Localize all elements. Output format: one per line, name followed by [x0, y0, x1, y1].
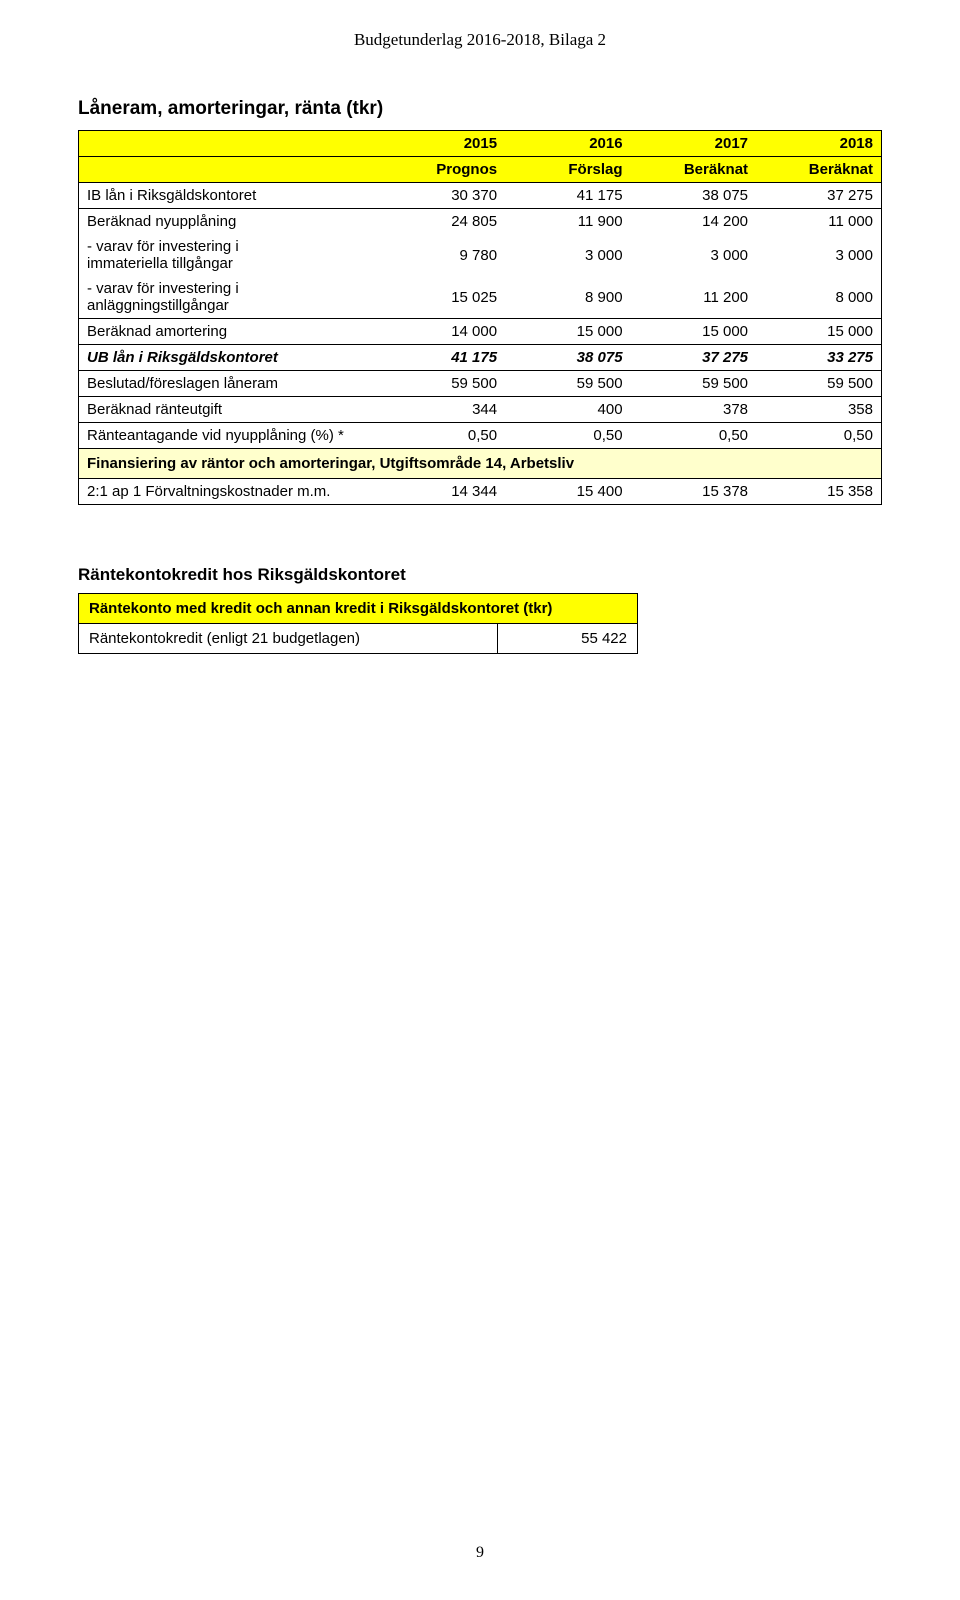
year-col: 2016: [505, 131, 630, 157]
row-val: 0,50: [756, 423, 881, 449]
row-val: 14 200: [631, 209, 756, 235]
row-val: 15 000: [756, 319, 881, 345]
table-row: Beslutad/föreslagen låneram 59 500 59 50…: [79, 371, 882, 397]
small-header-cell: Räntekonto med kredit och annan kredit i…: [79, 594, 638, 624]
main-table: 2015 2016 2017 2018 Prognos Förslag Berä…: [78, 130, 882, 505]
row-label: UB lån i Riksgäldskontoret: [79, 345, 380, 371]
subhead-col: Beräknat: [631, 157, 756, 183]
row-val: 8 900: [505, 276, 630, 319]
row-label: IB lån i Riksgäldskontoret: [79, 183, 380, 209]
small-table: Räntekonto med kredit och annan kredit i…: [78, 593, 638, 654]
row-val: 59 500: [631, 371, 756, 397]
row-val: 59 500: [505, 371, 630, 397]
page-number: 9: [0, 1544, 960, 1562]
row-val: 41 175: [505, 183, 630, 209]
row-label: Beräknad amortering: [79, 319, 380, 345]
row-label: Beräknad nyupplåning: [79, 209, 380, 235]
row-val: 30 370: [380, 183, 505, 209]
row-val: 11 200: [631, 276, 756, 319]
row-val: 38 075: [631, 183, 756, 209]
year-col: 2015: [380, 131, 505, 157]
row-val: 38 075: [505, 345, 630, 371]
row-label: Beslutad/föreslagen låneram: [79, 371, 380, 397]
row-label: Ränteantagande vid nyupplåning (%) *: [79, 423, 380, 449]
row-val: 3 000: [631, 234, 756, 276]
subhead-col: Förslag: [505, 157, 630, 183]
row-val: 15 000: [631, 319, 756, 345]
table-row: Ränteantagande vid nyupplåning (%) * 0,5…: [79, 423, 882, 449]
table-row: Beräknad amortering 14 000 15 000 15 000…: [79, 319, 882, 345]
row-val: 15 000: [505, 319, 630, 345]
row-val: 37 275: [631, 345, 756, 371]
table-row: IB lån i Riksgäldskontoret 30 370 41 175…: [79, 183, 882, 209]
row-val: 14 000: [380, 319, 505, 345]
row-val: 24 805: [380, 209, 505, 235]
row-val: 9 780: [380, 234, 505, 276]
subhead-col: Beräknat: [756, 157, 881, 183]
row-val: 0,50: [631, 423, 756, 449]
row-val: 15 358: [756, 479, 881, 505]
year-header-row: 2015 2016 2017 2018: [79, 131, 882, 157]
finance-label: Finansiering av räntor och amorteringar,…: [79, 449, 882, 479]
small-row-val: 55 422: [498, 624, 638, 654]
subhead-row: Prognos Förslag Beräknat Beräknat: [79, 157, 882, 183]
blank-cell: [79, 131, 380, 157]
row-label: 2:1 ap 1 Förvaltningskostnader m.m.: [79, 479, 380, 505]
row-val: 59 500: [380, 371, 505, 397]
row-val: 59 500: [756, 371, 881, 397]
row-val: 400: [505, 397, 630, 423]
row-label: Beräknad ränteutgift: [79, 397, 380, 423]
document-header: Budgetunderlag 2016-2018, Bilaga 2: [78, 30, 882, 50]
row-val: 41 175: [380, 345, 505, 371]
small-body-row: Räntekontokredit (enligt 21 budgetlagen)…: [79, 624, 638, 654]
row-val: 11 900: [505, 209, 630, 235]
row-val: 15 400: [505, 479, 630, 505]
table-row: Beräknad ränteutgift 344 400 378 358: [79, 397, 882, 423]
row-val: 0,50: [505, 423, 630, 449]
sub-section-title: Räntekontokredit hos Riksgäldskontoret: [78, 565, 882, 585]
small-header-row: Räntekonto med kredit och annan kredit i…: [79, 594, 638, 624]
row-label: - varav för investering i anläggningstil…: [79, 276, 380, 319]
small-row-label: Räntekontokredit (enligt 21 budgetlagen): [79, 624, 498, 654]
subhead-col: Prognos: [380, 157, 505, 183]
row-val: 11 000: [756, 209, 881, 235]
row-val: 8 000: [756, 276, 881, 319]
row-val: 378: [631, 397, 756, 423]
row-val: 344: [380, 397, 505, 423]
row-val: 0,50: [380, 423, 505, 449]
finance-row: Finansiering av räntor och amorteringar,…: [79, 449, 882, 479]
table-row: UB lån i Riksgäldskontoret 41 175 38 075…: [79, 345, 882, 371]
year-col: 2017: [631, 131, 756, 157]
table-row: 2:1 ap 1 Förvaltningskostnader m.m. 14 3…: [79, 479, 882, 505]
row-val: 3 000: [505, 234, 630, 276]
row-val: 358: [756, 397, 881, 423]
row-val: 33 275: [756, 345, 881, 371]
row-val: 15 025: [380, 276, 505, 319]
row-label: - varav för investering i immateriella t…: [79, 234, 380, 276]
table-row: Beräknad nyupplåning 24 805 11 900 14 20…: [79, 209, 882, 235]
row-val: 14 344: [380, 479, 505, 505]
blank-cell: [79, 157, 380, 183]
table-row: - varav för investering i immateriella t…: [79, 234, 882, 276]
section-title: Låneram, amorteringar, ränta (tkr): [78, 98, 882, 120]
year-col: 2018: [756, 131, 881, 157]
row-val: 15 378: [631, 479, 756, 505]
row-val: 3 000: [756, 234, 881, 276]
row-val: 37 275: [756, 183, 881, 209]
table-row: - varav för investering i anläggningstil…: [79, 276, 882, 319]
